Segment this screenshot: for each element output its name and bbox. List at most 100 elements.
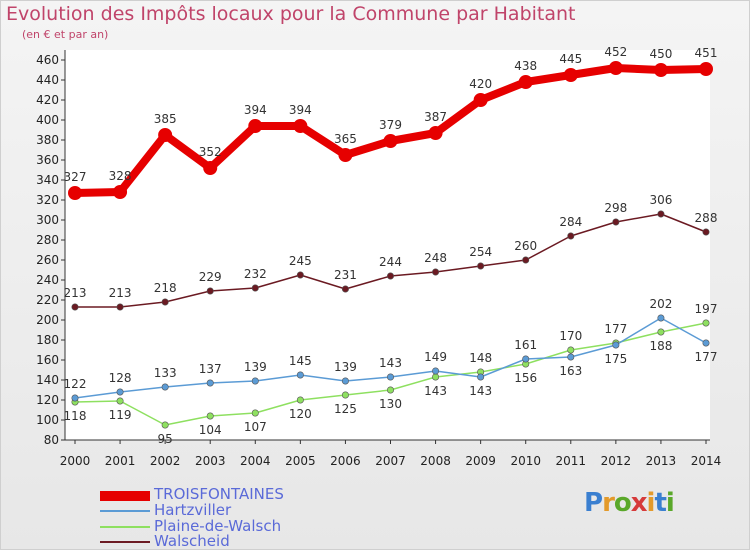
legend-label-plaine-de-walsch: Plaine-de-Walsch [154, 517, 282, 535]
y-tick-label: 80 [44, 433, 59, 447]
data-label: 137 [199, 362, 222, 376]
data-point [206, 379, 214, 387]
y-tick-label: 140 [36, 373, 59, 387]
data-label: 245 [289, 254, 312, 268]
data-label: 139 [244, 360, 267, 374]
legend-swatch-plaine-de-walsch [100, 526, 150, 528]
data-label: 156 [514, 371, 537, 385]
logo-letter: i [646, 488, 656, 518]
data-point [71, 394, 79, 402]
data-label: 394 [289, 103, 312, 117]
y-tick-label: 220 [36, 293, 59, 307]
data-label: 177 [695, 350, 718, 364]
data-point [657, 210, 665, 218]
data-point [203, 161, 218, 175]
data-label: 231 [334, 268, 357, 282]
chart-subtitle: (en € et par an) [22, 28, 109, 41]
data-label: 119 [109, 408, 132, 422]
data-point [612, 218, 620, 226]
data-label: 352 [199, 145, 222, 159]
chart-title: Evolution des Impôts locaux pour la Comm… [6, 3, 576, 25]
data-point [473, 93, 488, 107]
data-label: 451 [695, 46, 718, 60]
data-point [116, 397, 124, 405]
legend-swatch-hartzviller [100, 510, 150, 512]
plot-area [65, 50, 710, 440]
data-point [386, 386, 394, 394]
data-point [68, 186, 82, 200]
data-point [341, 377, 349, 385]
logo-letter: P [584, 488, 603, 518]
legend-label-hartzviller: Hartzviller [154, 501, 232, 519]
data-label: 394 [244, 103, 267, 117]
data-point [477, 373, 485, 381]
data-point [563, 68, 578, 82]
data-label: 139 [334, 360, 357, 374]
y-tick-label: 240 [36, 273, 59, 287]
data-label: 148 [469, 351, 492, 365]
data-label: 118 [64, 409, 87, 423]
data-point [206, 287, 214, 295]
logo-letter: i [665, 488, 675, 518]
legend-swatch-walscheid [100, 541, 150, 543]
data-label: 452 [604, 45, 627, 59]
data-point [161, 421, 169, 429]
x-tick-label: 2001 [105, 454, 136, 468]
data-point [116, 388, 124, 396]
y-tick-label: 180 [36, 333, 59, 347]
data-label: 260 [514, 239, 537, 253]
y-tick-label: 420 [36, 93, 59, 107]
data-label: 385 [154, 112, 177, 126]
data-point [567, 353, 575, 361]
legend-label-troisfontaines: TROISFONTAINES [154, 485, 284, 503]
x-tick-label: 2014 [691, 454, 722, 468]
x-tick-label: 2006 [330, 454, 361, 468]
data-point [116, 303, 124, 311]
data-point [612, 341, 620, 349]
data-label: 387 [424, 110, 447, 124]
data-point [608, 61, 623, 75]
data-label: 161 [514, 338, 537, 352]
data-label: 445 [559, 52, 582, 66]
data-label: 130 [379, 397, 402, 411]
data-label: 188 [649, 339, 672, 353]
data-point [341, 285, 349, 293]
data-point [522, 256, 530, 264]
data-point [158, 128, 173, 142]
data-point [518, 75, 533, 89]
data-point [206, 412, 214, 420]
y-tick-label: 260 [36, 253, 59, 267]
data-point [251, 409, 259, 417]
data-point [702, 339, 710, 347]
data-label: 298 [604, 201, 627, 215]
legend-label-walscheid: Walscheid [154, 532, 230, 550]
x-tick-label: 2004 [240, 454, 271, 468]
x-tick-label: 2000 [60, 454, 91, 468]
data-label: 365 [334, 132, 357, 146]
data-label: 175 [604, 352, 627, 366]
data-point [248, 119, 263, 133]
y-tick-label: 440 [36, 73, 59, 87]
data-label: 327 [64, 170, 87, 184]
data-label: 244 [379, 255, 402, 269]
data-label: 420 [469, 77, 492, 91]
x-tick-label: 2010 [510, 454, 541, 468]
data-point [296, 271, 304, 279]
data-label: 133 [154, 366, 177, 380]
data-label: 107 [244, 420, 267, 434]
data-label: 438 [514, 59, 537, 73]
data-point [432, 268, 440, 276]
data-point [567, 346, 575, 354]
data-point [161, 298, 169, 306]
data-point [386, 272, 394, 280]
data-point [699, 62, 713, 76]
data-label: 379 [379, 118, 402, 132]
data-point [657, 328, 665, 336]
data-point [432, 373, 440, 381]
y-tick-label: 360 [36, 153, 59, 167]
data-label: 248 [424, 251, 447, 265]
data-point [477, 262, 485, 270]
y-tick-label: 320 [36, 193, 59, 207]
data-point [161, 383, 169, 391]
